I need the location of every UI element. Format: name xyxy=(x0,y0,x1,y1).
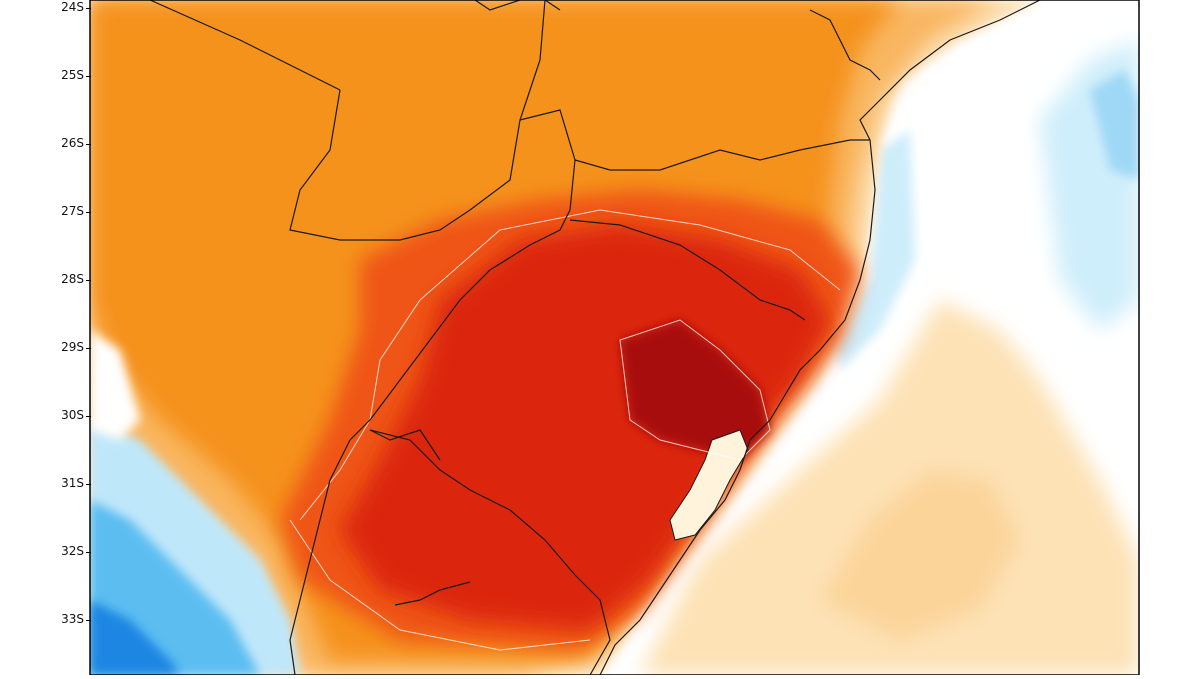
land-dark-red xyxy=(620,320,770,460)
contour-layer xyxy=(289,209,841,651)
border-ms xyxy=(474,0,521,11)
land-red xyxy=(340,225,830,630)
lat-tick xyxy=(86,348,91,349)
lat-tick xyxy=(86,212,91,213)
ocean-warm-zone xyxy=(640,300,1139,675)
border-rs-sc xyxy=(569,219,806,321)
lat-tick xyxy=(86,552,91,553)
land-cool-sw-3 xyxy=(90,600,180,675)
border-mercedes-river xyxy=(394,581,471,606)
lat-tick xyxy=(86,484,91,485)
field-layer xyxy=(90,0,1139,675)
borders-layer xyxy=(149,0,1041,675)
coastline xyxy=(599,0,1041,675)
lat-tick xyxy=(86,620,91,621)
lat-label-27s: 27S xyxy=(61,204,84,218)
border-brazil-north xyxy=(544,0,561,11)
border-paraguay xyxy=(289,0,546,241)
land-cool-w xyxy=(90,330,140,440)
border-argentina-uruguay xyxy=(289,439,351,675)
contour-line-3 xyxy=(289,519,591,651)
border-paraguay-bolivia xyxy=(149,0,341,91)
lat-label-28s: 28S xyxy=(61,272,84,286)
lat-tick xyxy=(86,144,91,145)
lat-label-32s: 32S xyxy=(61,544,84,558)
lat-label-31s: 31S xyxy=(61,476,84,490)
lat-label-26s: 26S xyxy=(61,136,84,150)
border-misiones xyxy=(349,159,576,441)
lat-tick xyxy=(86,76,91,77)
ocean-warm-zone-2 xyxy=(820,470,1020,640)
border-paraguay-brazil xyxy=(519,109,870,171)
lat-label-30s: 30S xyxy=(61,408,84,422)
border-corrientes xyxy=(369,429,441,461)
lat-label-29s: 29S xyxy=(61,340,84,354)
lat-tick xyxy=(86,416,91,417)
lat-label-24s: 24S xyxy=(61,0,84,14)
ocean-cool-zone-2 xyxy=(1090,70,1139,180)
border-uruguay-brazil xyxy=(369,429,611,675)
lat-tick xyxy=(86,280,91,281)
contour-line-1 xyxy=(299,209,841,521)
lat-label-25s: 25S xyxy=(61,68,84,82)
border-sc-pr xyxy=(809,9,881,81)
lat-tick xyxy=(86,8,91,9)
contour-line-2 xyxy=(619,319,771,461)
lat-label-33s: 33S xyxy=(61,612,84,626)
